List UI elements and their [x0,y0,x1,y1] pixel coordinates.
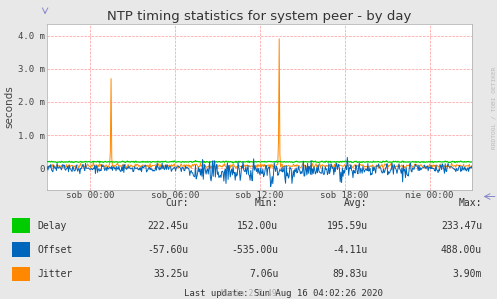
Text: 152.00u: 152.00u [237,221,278,231]
Text: 488.00u: 488.00u [441,245,482,255]
FancyBboxPatch shape [12,267,30,281]
Text: Avg:: Avg: [344,198,368,208]
Text: 89.83u: 89.83u [332,269,368,279]
Text: Cur:: Cur: [166,198,189,208]
Text: 222.45u: 222.45u [148,221,189,231]
Text: 3.90m: 3.90m [453,269,482,279]
FancyBboxPatch shape [12,242,30,257]
Y-axis label: seconds: seconds [5,86,15,128]
Text: -4.11u: -4.11u [332,245,368,255]
Text: Last update: Sun Aug 16 04:02:26 2020: Last update: Sun Aug 16 04:02:26 2020 [184,289,383,298]
Text: 195.59u: 195.59u [327,221,368,231]
FancyBboxPatch shape [12,218,30,233]
Text: -535.00u: -535.00u [231,245,278,255]
Text: Delay: Delay [37,221,67,231]
Text: 7.06u: 7.06u [249,269,278,279]
Title: NTP timing statistics for system peer - by day: NTP timing statistics for system peer - … [107,10,412,23]
Text: Max:: Max: [459,198,482,208]
Text: Munin 2.0.49: Munin 2.0.49 [221,289,276,298]
Text: -57.60u: -57.60u [148,245,189,255]
Text: 33.25u: 33.25u [154,269,189,279]
Text: 233.47u: 233.47u [441,221,482,231]
Text: RRDTOOL / TOBI OETIKER: RRDTOOL / TOBI OETIKER [491,66,496,149]
Text: Min:: Min: [255,198,278,208]
Text: Offset: Offset [37,245,73,255]
Text: Jitter: Jitter [37,269,73,279]
